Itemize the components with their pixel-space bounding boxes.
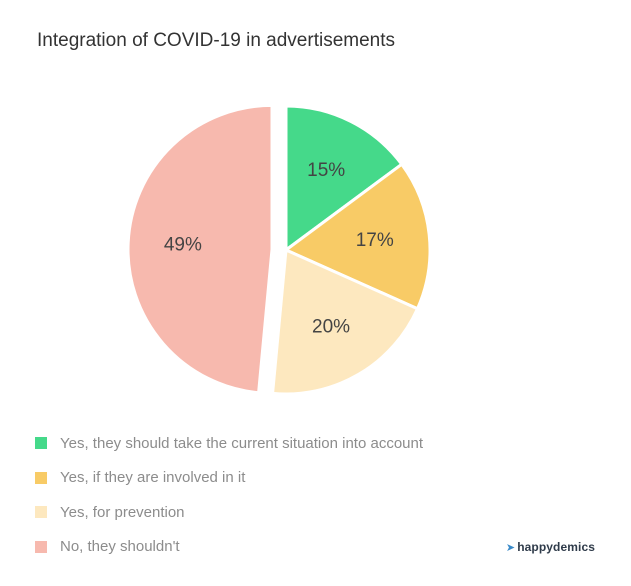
legend-label: Yes, for prevention bbox=[60, 503, 185, 521]
brand-logo: ➤ happydemics bbox=[506, 540, 595, 554]
pie-slice-label: 15% bbox=[307, 160, 345, 181]
legend: Yes, they should take the current situat… bbox=[35, 426, 423, 564]
legend-swatch bbox=[35, 540, 47, 553]
legend-swatch bbox=[35, 471, 47, 484]
legend-item: Yes, for prevention bbox=[35, 495, 423, 530]
legend-item: Yes, if they are involved in it bbox=[35, 461, 423, 496]
pie-slice-label: 49% bbox=[164, 235, 202, 256]
legend-swatch bbox=[35, 506, 47, 519]
brand-name: happydemics bbox=[517, 540, 595, 554]
legend-label: Yes, they should take the current situat… bbox=[60, 434, 424, 452]
pie-slice bbox=[126, 103, 274, 395]
legend-item: No, they shouldn't bbox=[35, 530, 423, 565]
pie-slice bbox=[284, 162, 432, 311]
bird-icon: ➤ bbox=[505, 541, 516, 554]
pie-slice bbox=[284, 104, 404, 252]
pie-slice-label: 17% bbox=[356, 230, 394, 251]
legend-item: Yes, they should take the current situat… bbox=[35, 426, 423, 461]
chart-title: Integration of COVID-19 in advertisement… bbox=[37, 30, 396, 51]
legend-swatch bbox=[35, 437, 47, 450]
legend-label: No, they shouldn't bbox=[60, 538, 180, 556]
pie-slice-label: 20% bbox=[312, 317, 350, 338]
pie-slice bbox=[271, 248, 419, 396]
legend-label: Yes, if they are involved in it bbox=[60, 469, 246, 487]
